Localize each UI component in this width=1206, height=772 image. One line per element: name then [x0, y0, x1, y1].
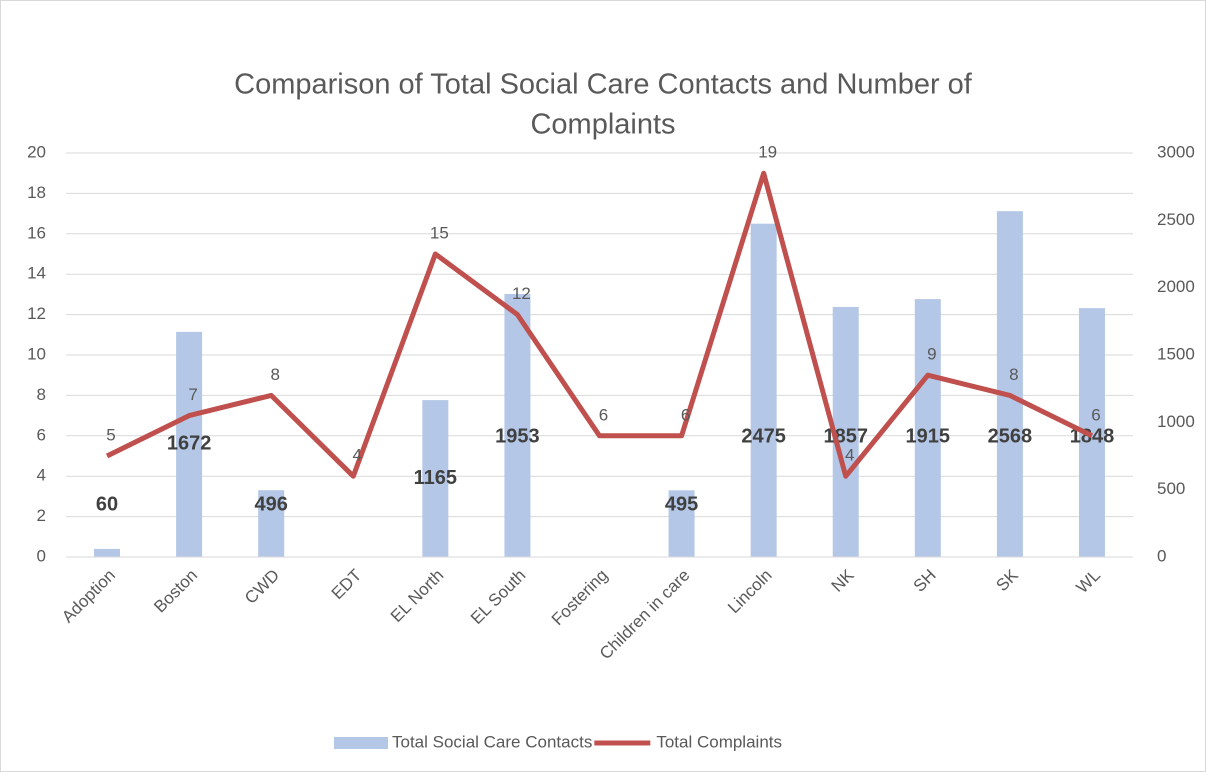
bar-value-label: 495: [665, 493, 698, 515]
bar-value-label: 1953: [495, 425, 540, 447]
legend-swatch: [334, 737, 388, 749]
bar: [176, 331, 203, 557]
y-tick-label: 8: [37, 385, 46, 404]
bar-value-label: 1672: [167, 433, 212, 455]
bar-value-label: 1915: [906, 425, 951, 447]
y-tick-label: 20: [27, 142, 46, 161]
y-tick-label: 16: [27, 223, 46, 242]
y2-tick-label: 0: [1157, 546, 1166, 565]
bar-value-label: 60: [96, 493, 118, 515]
bar: [914, 299, 941, 557]
bar-value-label: 1857: [823, 425, 868, 447]
bar-value-label: 1165: [414, 467, 457, 489]
bar: [258, 490, 285, 557]
chart-title: Complaints: [530, 109, 675, 141]
y-tick-label: 6: [37, 425, 46, 444]
line-value-label: 8: [1009, 365, 1018, 384]
bar: [422, 400, 449, 557]
legend-label: Total Complaints: [656, 732, 782, 751]
line: [105, 170, 1094, 479]
y-tick-label: 18: [27, 183, 46, 202]
legend-label: Total Social Care Contacts: [392, 732, 592, 751]
bar-value-label: 496: [255, 493, 288, 515]
line-value-label: 7: [188, 385, 197, 404]
bar: [750, 223, 777, 557]
line-value-label: 6: [1091, 405, 1100, 424]
line-value-label: 8: [270, 365, 279, 384]
line-value-label: 5: [106, 425, 115, 444]
line-value-label: 9: [927, 345, 936, 364]
line-value-label: 4: [353, 446, 362, 465]
bar-value-label: 2568: [988, 425, 1033, 447]
y2-tick-label: 3000: [1157, 142, 1195, 161]
y-tick-label: 4: [37, 466, 46, 485]
y-tick-label: 14: [27, 264, 46, 283]
bar: [832, 306, 859, 557]
y-tick-label: 0: [37, 546, 46, 565]
y-tick-label: 2: [37, 506, 46, 525]
y-tick-label: 10: [27, 344, 46, 363]
bar-value-label: 2475: [741, 425, 786, 447]
y2-tick-label: 1000: [1157, 412, 1195, 431]
line-value-label: 19: [758, 143, 777, 162]
line-value-label: 15: [430, 223, 449, 242]
y2-tick-label: 2500: [1157, 210, 1195, 229]
y2-tick-label: 1500: [1157, 344, 1195, 363]
chart-title: Comparison of Total Social Care Contacts…: [234, 69, 973, 101]
y2-tick-label: 500: [1157, 479, 1185, 498]
line-value-label: 4: [845, 446, 854, 465]
bar: [94, 548, 121, 557]
bar: [996, 211, 1023, 557]
bar: [668, 490, 695, 557]
y2-tick-label: 2000: [1157, 277, 1195, 296]
line-value-label: 12: [512, 284, 531, 303]
y-tick-label: 12: [27, 304, 46, 323]
bar: [504, 293, 531, 557]
line-value-label: 6: [681, 405, 690, 424]
line-value-label: 6: [599, 405, 608, 424]
